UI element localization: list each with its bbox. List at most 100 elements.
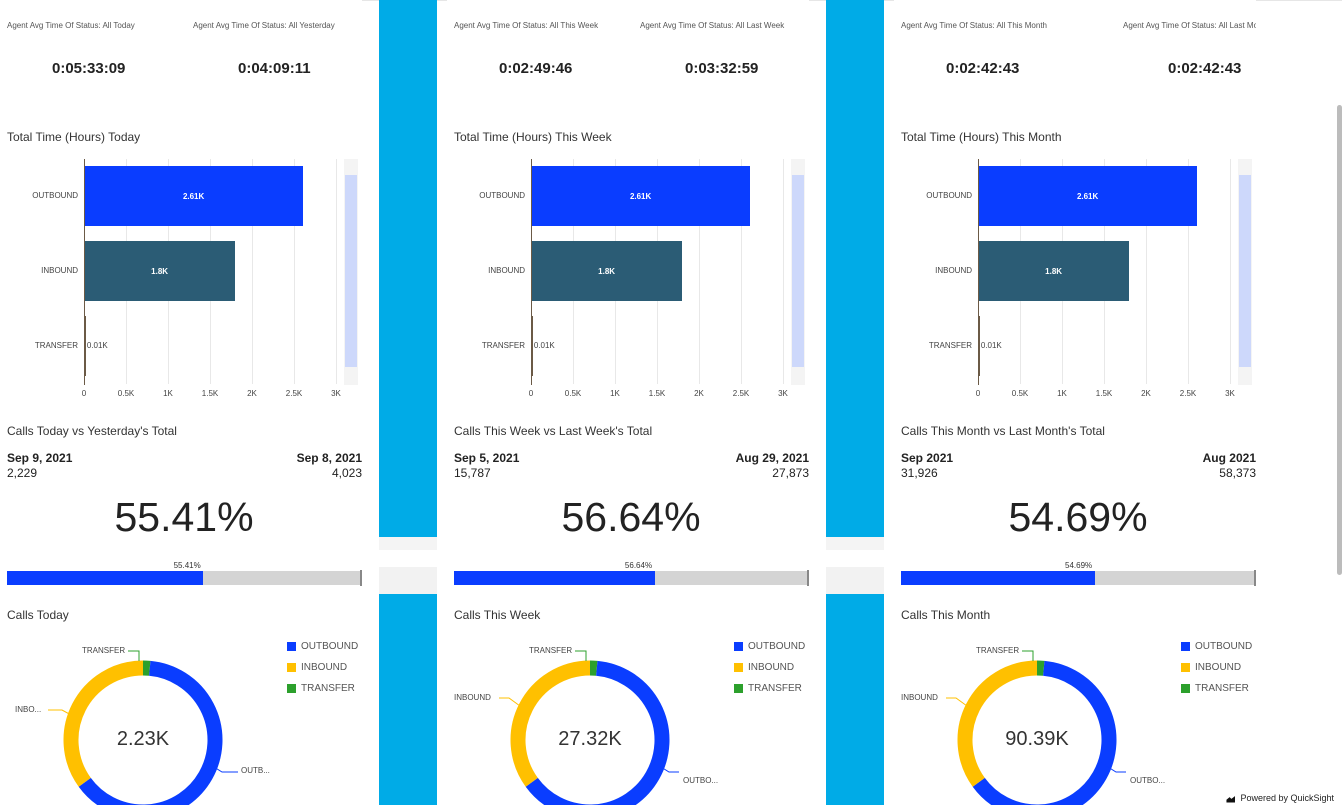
- legend-swatch: [287, 684, 296, 693]
- chart-scroll-thumb[interactable]: [1239, 175, 1251, 367]
- progress-fill: [454, 571, 655, 585]
- dashboard-column: Agent Avg Time Of Status: All Today Agent…: [0, 0, 362, 805]
- powered-by-footer: Powered by QuickSight: [1222, 791, 1338, 805]
- slice-outbound[interactable]: [525, 660, 670, 805]
- kpi-title: Agent Avg Time Of Status: All This Month: [901, 21, 1047, 30]
- category-label: INBOUND: [488, 266, 525, 275]
- legend-label: INBOUND: [1195, 662, 1242, 673]
- previous-period-value: 4,023: [331, 466, 362, 480]
- legend-item[interactable]: INBOUND: [287, 662, 347, 673]
- donut-center-total: 90.39K: [1005, 728, 1069, 750]
- leader-outbound: [205, 761, 238, 773]
- progress-label: 54.69%: [1065, 561, 1093, 570]
- leader-outbound: [1099, 761, 1126, 773]
- progress-target-marker: [1254, 570, 1256, 586]
- bar-inbound[interactable]: 1.8K: [84, 241, 236, 301]
- progress-label: 55.41%: [173, 561, 201, 570]
- leader-transfer: [1022, 650, 1034, 661]
- category-label: OUTBOUND: [926, 191, 972, 200]
- legend-item[interactable]: OUTBOUND: [1181, 641, 1252, 652]
- previous-period-value: 27,873: [772, 466, 809, 480]
- legend-item[interactable]: INBOUND: [734, 662, 794, 673]
- kpi-title: Agent Avg Time Of Status: All Today: [7, 21, 135, 30]
- legend-item[interactable]: TRANSFER: [287, 683, 355, 694]
- category-label: TRANSFER: [481, 341, 525, 350]
- slice-outbound[interactable]: [972, 660, 1117, 805]
- donut-label-transfer: TRANSFER: [82, 646, 126, 655]
- donut-label-inbound: INBOUND: [454, 693, 491, 702]
- donut-label-outbound: OUTB...: [241, 766, 270, 775]
- progress-fill: [901, 571, 1095, 585]
- slice-inbound[interactable]: [63, 660, 144, 787]
- data-label: 2.61K: [1076, 191, 1099, 201]
- current-period-value: 31,926: [901, 466, 938, 480]
- data-label: 0.01K: [980, 341, 1002, 350]
- x-tick-label: 3K: [778, 389, 788, 398]
- legend-label: TRANSFER: [301, 683, 355, 694]
- legend-item[interactable]: INBOUND: [1181, 662, 1241, 673]
- percent-of-previous: 56.64%: [561, 494, 701, 540]
- comparison-title: Calls This Week vs Last Week's Total: [454, 424, 653, 438]
- kpi-value: 0:02:42:43: [1168, 60, 1242, 77]
- legend-item[interactable]: OUTBOUND: [734, 641, 805, 652]
- legend-item[interactable]: TRANSFER: [734, 683, 802, 694]
- x-tick-label: 1K: [163, 389, 173, 398]
- x-tick-label: 3K: [1225, 389, 1235, 398]
- donut-label-inbound: INBO...: [15, 705, 42, 714]
- category-label: INBOUND: [935, 266, 972, 275]
- slice-inbound[interactable]: [957, 660, 1038, 787]
- current-period-date: Sep 9, 2021: [7, 451, 73, 465]
- legend-label: TRANSFER: [748, 683, 802, 694]
- y-axis-line: [84, 159, 85, 385]
- x-tick-label: 0.5K: [564, 389, 582, 398]
- gridline: [783, 159, 784, 384]
- column-separator: [826, 0, 884, 805]
- kpi-value: 0:04:09:11: [238, 60, 311, 77]
- legend-swatch: [1181, 642, 1190, 651]
- donut-label-transfer: TRANSFER: [976, 646, 1020, 655]
- leader-inbound: [48, 709, 74, 717]
- x-tick-label: 0: [528, 389, 534, 398]
- bar-inbound[interactable]: 1.8K: [531, 241, 683, 301]
- category-label: TRANSFER: [928, 341, 972, 350]
- bar-outbound[interactable]: 2.61K: [84, 166, 304, 226]
- x-tick-label: 1K: [610, 389, 620, 398]
- data-label: 1.8K: [1045, 266, 1063, 276]
- slice-outbound[interactable]: [78, 660, 223, 805]
- kpi-value: 0:05:33:09: [52, 60, 126, 77]
- progress-label: 56.64%: [624, 561, 653, 570]
- x-tick-label: 2.5K: [1179, 389, 1197, 398]
- bar-outbound[interactable]: 2.61K: [531, 166, 751, 226]
- legend-item[interactable]: TRANSFER: [1181, 683, 1249, 694]
- leader-outbound: [652, 761, 679, 773]
- quicksight-logo-icon: [1226, 793, 1236, 803]
- gridline: [294, 159, 295, 384]
- legend-item[interactable]: OUTBOUND: [287, 641, 358, 652]
- current-period-date: Sep 5, 2021: [454, 451, 520, 465]
- previous-period-date: Aug 29, 2021: [735, 451, 809, 465]
- comparison-title: Calls Today vs Yesterday's Total: [7, 424, 177, 438]
- x-tick-label: 2.5K: [732, 389, 750, 398]
- legend-swatch: [734, 684, 743, 693]
- progress-fill: [7, 571, 204, 585]
- legend-label: INBOUND: [748, 662, 795, 673]
- bar-inbound[interactable]: 1.8K: [978, 241, 1130, 301]
- chart-scroll-thumb[interactable]: [792, 175, 804, 367]
- bar-outbound[interactable]: 2.61K: [978, 166, 1198, 226]
- percent-of-previous: 54.69%: [1008, 494, 1148, 540]
- progress-bar: [454, 571, 808, 585]
- previous-period-date: Aug 2021: [1202, 451, 1256, 465]
- column-separator: [379, 0, 437, 805]
- gridline: [252, 159, 253, 384]
- x-tick-label: 2K: [247, 389, 257, 398]
- progress-bar: [7, 571, 361, 585]
- progress-target-marker: [807, 570, 809, 586]
- page-scrollbar[interactable]: [1337, 105, 1342, 575]
- donut-label-outbound: OUTBO...: [683, 776, 719, 785]
- kpi-value: 0:02:49:46: [499, 60, 573, 77]
- x-tick-label: 1.5K: [648, 389, 666, 398]
- y-axis-line: [531, 159, 532, 385]
- slice-inbound[interactable]: [510, 660, 591, 787]
- chart-scroll-thumb[interactable]: [345, 175, 357, 367]
- gridline: [336, 159, 337, 384]
